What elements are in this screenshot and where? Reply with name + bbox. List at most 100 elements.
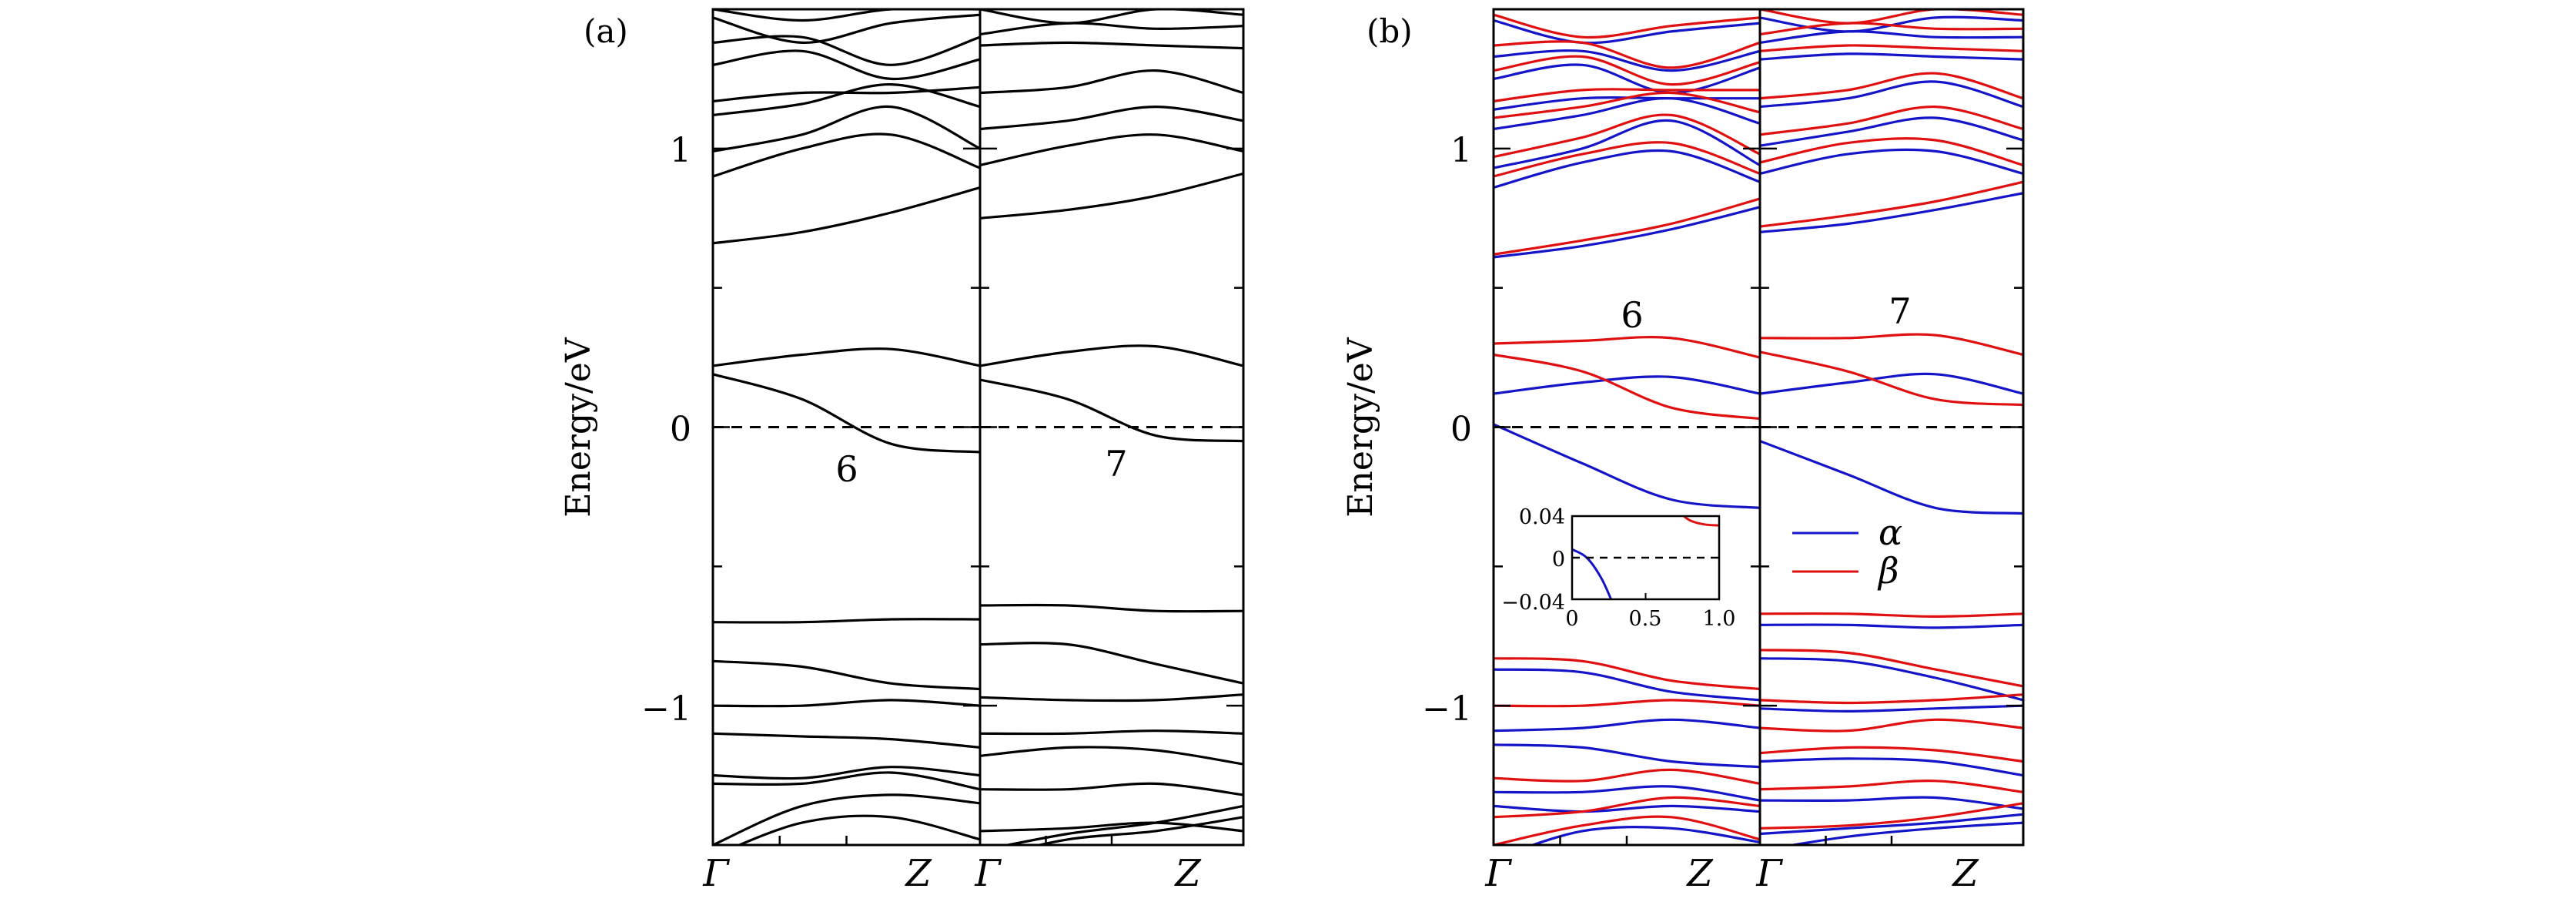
band-line (1760, 333, 2023, 357)
band-line (980, 41, 1243, 50)
band-line (1760, 137, 2023, 167)
band-line (1494, 815, 1760, 845)
band-line (1494, 668, 1760, 702)
inset-band-group (1572, 516, 1719, 599)
band-line (1760, 116, 2023, 147)
band-line (1494, 796, 1760, 819)
band-line (1760, 704, 2023, 713)
panel-a-ytick-label: −1 (641, 689, 691, 729)
band-line (1760, 22, 2023, 36)
band-line (1529, 826, 1760, 845)
band-line (980, 69, 1243, 95)
panel-b: (b) Energy/eV 1 0 −1 6 7 Γ Z Γ Z 0.04 0 … (1341, 8, 2025, 895)
inset-plot (1571, 515, 1721, 601)
band-line (980, 344, 1243, 367)
panel-b-subplot-6 (1492, 8, 1761, 847)
band-line (736, 814, 980, 845)
band-line (1760, 657, 2023, 702)
panel-a-ytick-label: 1 (670, 131, 691, 170)
band-line (1033, 816, 1243, 845)
band-line (1494, 699, 1760, 708)
band-line (1760, 180, 2023, 228)
panel-b-yticks: 1 0 −1 (1422, 131, 1472, 729)
panel-a-xtick-z: Z (904, 852, 932, 895)
band-line (713, 732, 980, 749)
band-line (1760, 780, 2023, 793)
band-line (713, 49, 980, 81)
band-line (980, 821, 1243, 833)
panel-a-band-group (713, 9, 980, 845)
inset-xtick-label: 0.5 (1629, 607, 1662, 631)
band-line (1760, 9, 2023, 25)
panel-a-ytick-label: 0 (670, 410, 691, 449)
panel-b-xtick-z: Z (1685, 852, 1714, 895)
panel-a-yticks: 1 0 −1 (641, 131, 691, 729)
band-line (1494, 718, 1760, 733)
band-line (1760, 148, 2023, 175)
band-line (713, 35, 980, 66)
band-line (980, 746, 1243, 766)
panel-b-band-group (1494, 13, 1760, 845)
band-line (1760, 796, 2023, 810)
band-line (1494, 768, 1760, 785)
band-line (713, 9, 980, 22)
band-line (713, 105, 980, 153)
inset-band-line (1681, 516, 1719, 527)
band-line (1494, 336, 1760, 359)
panel-b-ytick-label: −1 (1422, 689, 1472, 729)
panel-a-xtick-z: Z (1173, 852, 1202, 895)
band-line (980, 9, 1243, 25)
band-line (1494, 206, 1760, 259)
band-line (1760, 802, 2023, 830)
band-line (713, 347, 980, 367)
band-line (1494, 97, 1760, 131)
inset-xtick-labels: 0 0.5 1.0 (1565, 607, 1735, 631)
band-line (1494, 197, 1760, 256)
band-line (1494, 63, 1760, 95)
panel-a-label: (a) (584, 12, 628, 50)
band-line (1494, 375, 1760, 395)
panel-b-ytick-label: 0 (1450, 410, 1472, 449)
inset-ytick-label: 0.04 (1519, 505, 1565, 529)
band-line (1494, 743, 1760, 769)
band-line (1760, 813, 2023, 836)
band-line (980, 172, 1243, 220)
band-line (713, 373, 980, 454)
band-line (1494, 423, 1760, 509)
band-line (713, 793, 980, 845)
panel-b-ylabel: Energy/eV (1341, 337, 1380, 517)
band-line (1760, 440, 2023, 515)
band-line (980, 642, 1243, 685)
band-line (1760, 350, 2023, 407)
band-line (1760, 72, 2023, 100)
legend: α β (1792, 511, 1902, 592)
band-line (1494, 88, 1760, 102)
band-line (1494, 785, 1760, 802)
inset-ytick-label: 0 (1552, 548, 1565, 572)
panel-b-label: (b) (1367, 12, 1413, 50)
inset-ytick-label: −0.04 (1501, 591, 1565, 615)
band-line (1494, 40, 1760, 69)
panel-b-subplot-7-label: 7 (1889, 290, 1911, 332)
band-line (980, 782, 1243, 796)
band-line (1494, 49, 1760, 72)
band-line (1760, 80, 2023, 109)
band-line (1760, 649, 2023, 688)
band-line (713, 132, 980, 178)
panel-b-xtick-gamma: Γ (1755, 852, 1783, 895)
band-line (980, 105, 1243, 131)
band-line (713, 659, 980, 691)
band-line (1494, 657, 1760, 691)
band-line (1494, 141, 1760, 178)
band-line (1494, 91, 1760, 119)
band-line (1760, 746, 2023, 763)
inset-band-line (1572, 548, 1613, 599)
band-line (1760, 105, 2023, 136)
band-line (980, 693, 1243, 702)
band-line (713, 771, 980, 791)
band-line (713, 13, 980, 45)
band-line (713, 699, 980, 708)
band-line (1494, 149, 1760, 189)
band-line (1760, 52, 2023, 61)
panel-b-subplot-6-label: 6 (1621, 294, 1643, 336)
